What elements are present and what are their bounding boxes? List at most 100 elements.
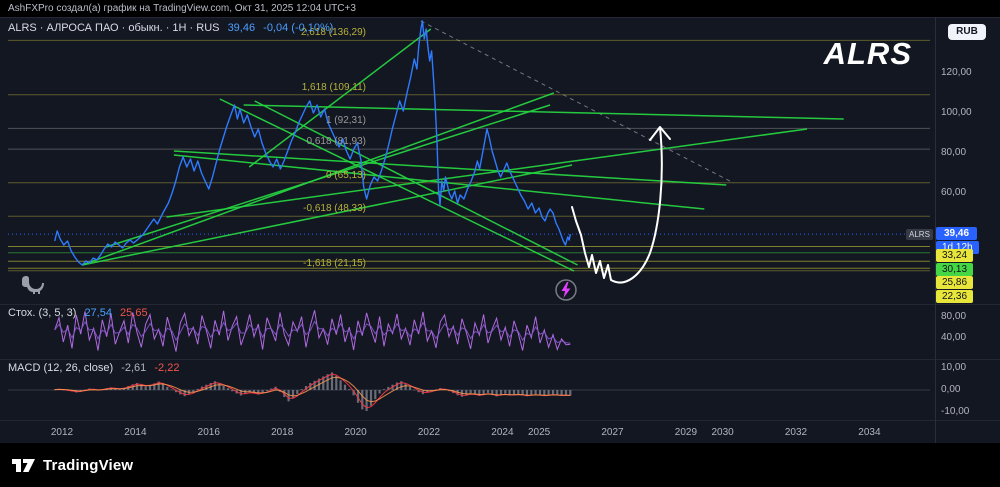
pane-separator[interactable] [0, 304, 1000, 305]
fib-level-label: -1,618 (21,15) [303, 257, 366, 269]
time-axis-label[interactable]: 2016 [197, 427, 220, 438]
stoch-d-line[interactable] [54, 320, 571, 344]
macd-axis-tick: 10,00 [941, 362, 967, 373]
macd-histogram-bar [456, 390, 459, 396]
dino-sticker-icon[interactable] [20, 274, 46, 296]
time-axis-label[interactable]: 2018 [271, 427, 294, 438]
price-axis-tick: 120,00 [941, 67, 972, 78]
macd-histogram-bar [192, 390, 195, 393]
fib-level-label: 0 (65,13) [325, 169, 366, 181]
main-pane-legend[interactable]: ALRS · АЛРОСА ПАО · обыкн. · 1H · RUS 39… [8, 22, 338, 34]
macd-histogram-bar [53, 389, 56, 391]
trendline[interactable] [243, 104, 844, 120]
macd-histogram-bar [265, 390, 269, 392]
macd-histogram-bar [486, 390, 490, 393]
macd-histogram-bar [512, 390, 516, 395]
macd-histogram-bar [517, 390, 520, 394]
macd-histogram-bar [387, 386, 390, 390]
stochastic-pane[interactable] [0, 305, 935, 360]
currency-button[interactable]: RUB [948, 24, 986, 40]
time-axis-label[interactable]: 2029 [674, 427, 698, 438]
trendline[interactable] [173, 150, 727, 186]
macd-histogram-bar [473, 390, 477, 395]
price-axis-tick: 80,00 [941, 147, 967, 158]
time-axis-label[interactable]: 2020 [344, 427, 367, 438]
macd-histogram-bar [174, 390, 178, 393]
macd-histogram-bar [530, 390, 533, 396]
macd-histogram-bar [326, 374, 329, 390]
macd-histogram-bar [296, 390, 299, 394]
stoch-k-line[interactable] [54, 310, 571, 352]
macd-signal-line[interactable] [54, 376, 571, 403]
macd-histogram-bar [157, 381, 160, 390]
macd-histogram-bar [153, 383, 156, 390]
price-series-line[interactable] [54, 20, 571, 266]
macd-histogram-bar [304, 386, 308, 390]
time-axis-label[interactable]: 2012 [50, 427, 74, 438]
macd-histogram-bar [140, 384, 143, 390]
price-level-label: 30,13 [936, 262, 974, 276]
macd-histogram-bar [330, 372, 334, 390]
time-axis-label[interactable]: 2014 [124, 427, 147, 438]
macd-histogram-bar [556, 390, 559, 396]
macd-histogram-bar [521, 390, 524, 396]
time-axis-label[interactable]: 2030 [711, 427, 734, 438]
macd-histogram-bar [395, 382, 399, 390]
trendline[interactable] [219, 98, 575, 272]
macd-histogram-bar [309, 383, 312, 390]
pane-separator[interactable] [0, 359, 1000, 360]
fib-level-label: 1,618 (109,11) [301, 81, 366, 93]
stochastic-legend[interactable]: Стох. (3, 5, 3) 27,54 25,65 [8, 307, 153, 319]
trendline[interactable] [248, 28, 432, 168]
trendline[interactable] [166, 128, 808, 218]
macd-histogram-bar [551, 390, 555, 395]
macd-histogram-bar [118, 389, 121, 390]
time-axis-label[interactable]: 2032 [784, 427, 808, 438]
main-chart-pane[interactable] [0, 17, 935, 305]
macd-histogram-bar [478, 390, 481, 396]
tradingview-logo-text[interactable]: TradingView [43, 456, 134, 474]
macd-histogram-bar [504, 390, 507, 394]
macd-histogram-bar [248, 390, 251, 392]
macd-histogram-bar [170, 389, 173, 391]
stoch-axis-tick: 80,00 [941, 310, 967, 322]
trendline[interactable] [82, 164, 573, 266]
macd-histogram-bar [525, 390, 529, 397]
macd-histogram-bar [166, 386, 169, 390]
attribution-bar: AshFXPro создал(а) график на TradingView… [0, 0, 1000, 17]
time-axis-label[interactable]: 2027 [601, 427, 624, 438]
time-axis-label[interactable]: 2025 [527, 427, 551, 438]
projection-arrow[interactable] [571, 126, 671, 284]
trendline[interactable] [173, 154, 705, 210]
tradingview-logo-icon[interactable] [12, 457, 36, 474]
macd-histogram-bar [534, 390, 537, 395]
macd-histogram-bar [261, 390, 264, 393]
time-axis-label[interactable]: 2022 [417, 427, 441, 438]
last-price-label: 39,46 [936, 227, 978, 240]
macd-histogram-bar [218, 383, 221, 390]
flash-sticker-icon[interactable] [554, 278, 578, 302]
macd-histogram-bar [543, 390, 546, 396]
fib-level-label: -0,618 (48,33) [303, 203, 366, 215]
fib-level-label: 1 (92,31) [325, 115, 366, 127]
macd-legend[interactable]: MACD (12, 26, close) -2,61 -2,22 [8, 362, 184, 374]
macd-histogram-bar [348, 389, 351, 390]
macd-histogram-bar [257, 390, 260, 395]
macd-histogram-bar [499, 390, 503, 395]
dashed-trendline[interactable] [420, 20, 734, 184]
price-axis[interactable] [935, 17, 1000, 443]
macd-histogram-bar [404, 383, 407, 390]
macd-hist-value: -2,61 [121, 362, 147, 374]
fib-level-label: 0,618 (81,93) [306, 136, 367, 148]
time-axis-label[interactable]: 2024 [491, 427, 514, 438]
time-axis-label[interactable]: 2034 [858, 427, 881, 438]
trendline[interactable] [254, 100, 578, 266]
macd-histogram-bar [491, 390, 494, 396]
macd-histogram-bar [465, 390, 468, 396]
price-change-value: -0,04 (-0,10%) [263, 22, 334, 34]
price-level-label: 33,24 [936, 249, 974, 262]
macd-pane[interactable] [0, 360, 935, 421]
pane-separator [0, 17, 1000, 18]
trendline[interactable] [105, 104, 551, 248]
